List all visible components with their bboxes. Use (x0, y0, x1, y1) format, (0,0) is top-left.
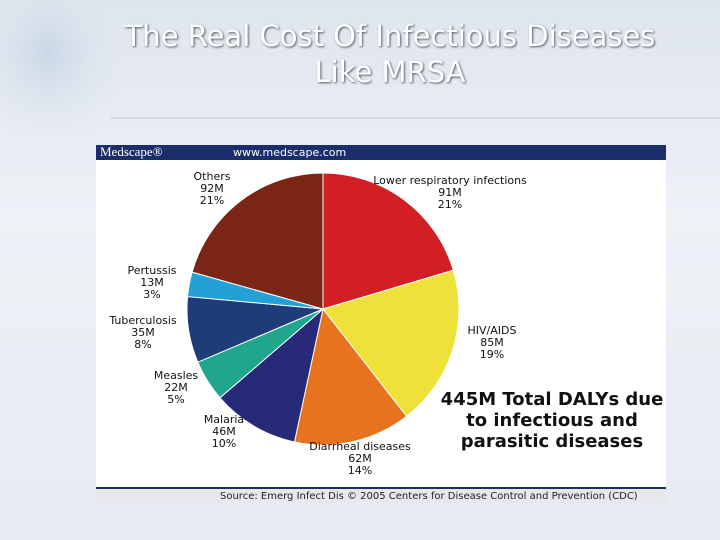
value-label: 22M (164, 381, 188, 394)
annotation: parasitic diseases (461, 431, 643, 452)
share-label: 3% (143, 288, 160, 301)
slice-label: Measles (154, 369, 199, 382)
source: Source: Emerg Infect Dis © 2005 Centers … (220, 491, 638, 502)
value-label: 85M (480, 336, 504, 349)
share-label: 10% (212, 437, 236, 450)
slide-title: The Real Cost Of Infectious Diseases Lik… (124, 19, 656, 89)
pie-slice (293, 307, 408, 446)
slice-label: Others (194, 170, 231, 183)
value-label: 13M (140, 276, 164, 289)
value-label: 62M (348, 452, 372, 465)
pie-slice (219, 307, 324, 443)
pie-slice (322, 269, 460, 417)
slice-label: Pertussis (127, 264, 176, 277)
banner (96, 145, 666, 160)
pie-slice (322, 172, 454, 310)
share-label: 14% (348, 464, 372, 477)
slice-label: Malaria (204, 413, 244, 426)
value-label: 91M (438, 186, 462, 199)
annotation: 445M Total DALYs due (441, 389, 664, 410)
url: www.medscape.com (233, 146, 346, 159)
photo (0, 0, 120, 135)
value-label: 46M (212, 425, 236, 438)
pie-slice (191, 172, 324, 310)
annotation: to infectious and (466, 410, 638, 431)
share-label: 21% (200, 194, 224, 207)
share-label: 8% (134, 338, 151, 351)
slice-label: Lower respiratory infections (373, 174, 527, 187)
value-label: 35M (131, 326, 155, 339)
brand: Medscape® (100, 144, 163, 159)
slice-label: Tuberculosis (108, 314, 177, 327)
share-label: 19% (480, 348, 504, 361)
share-label: 5% (167, 393, 184, 406)
slice-label: Diarrheal diseases (309, 440, 411, 453)
value-label: 92M (200, 182, 224, 195)
slice-label: HIV/AIDS (468, 324, 517, 337)
share-label: 21% (438, 198, 462, 211)
footer (96, 488, 666, 503)
